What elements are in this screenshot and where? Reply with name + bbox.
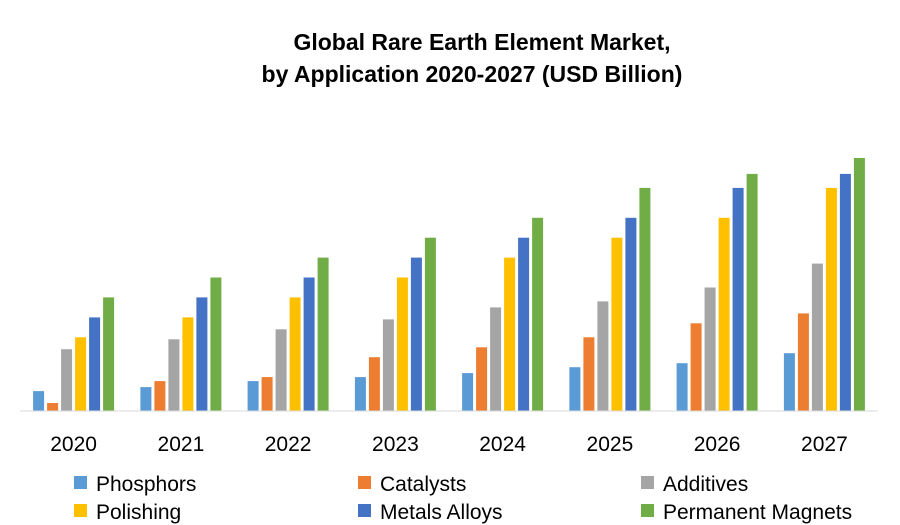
bar-catalysts-2022 <box>261 377 273 411</box>
bar-phosphors-2027 <box>783 353 795 411</box>
bar-phosphors-2022 <box>247 381 259 411</box>
bar-metals-alloys-2022 <box>303 277 315 411</box>
x-tick-label-2023: 2023 <box>372 433 419 456</box>
legend-label: Phosphors <box>96 473 196 496</box>
bar-metals-alloys-2023 <box>410 257 422 411</box>
bar-additives-2026 <box>704 287 716 411</box>
bar-additives-2023 <box>382 319 394 411</box>
bar-phosphors-2024 <box>462 373 474 411</box>
legend-label: Additives <box>663 473 748 496</box>
bar-phosphors-2021 <box>140 387 152 411</box>
legend-swatch <box>358 476 371 489</box>
bar-catalysts-2020 <box>47 403 59 411</box>
bar-catalysts-2025 <box>583 337 595 411</box>
bar-permanent-magnets-2022 <box>317 257 329 411</box>
legend-item-polishing: Polishing <box>74 501 181 524</box>
x-tick-label-2020: 2020 <box>50 433 97 456</box>
bar-permanent-magnets-2020 <box>103 297 115 411</box>
bars-group <box>33 158 865 411</box>
bar-catalysts-2026 <box>690 323 702 411</box>
legend-swatch <box>74 476 87 489</box>
legend-label: Permanent Magnets <box>663 501 852 524</box>
bar-polishing-2025 <box>611 237 623 411</box>
bar-catalysts-2024 <box>476 347 488 411</box>
legend-item-permanent-magnets: Permanent Magnets <box>641 501 852 524</box>
x-tick-label-2025: 2025 <box>587 433 634 456</box>
bar-permanent-magnets-2026 <box>746 173 758 411</box>
bar-permanent-magnets-2021 <box>210 277 222 411</box>
legend-label: Polishing <box>96 501 181 524</box>
x-axis-tick-labels: 2020 2021 2022 2023 2024 2025 2026 2027 <box>50 433 848 456</box>
chart-title: Global Rare Earth Element Market, by App… <box>262 29 683 87</box>
bar-catalysts-2021 <box>154 381 166 411</box>
bar-polishing-2022 <box>289 297 301 411</box>
bar-metals-alloys-2027 <box>839 173 851 411</box>
legend-swatch <box>358 504 371 517</box>
bar-metals-alloys-2021 <box>196 297 208 411</box>
legend-item-catalysts: Catalysts <box>358 473 466 496</box>
bar-polishing-2021 <box>182 317 194 411</box>
bar-additives-2022 <box>275 329 287 411</box>
bar-permanent-magnets-2025 <box>639 187 651 411</box>
x-tick-label-2027: 2027 <box>801 433 848 456</box>
legend-swatch <box>641 476 654 489</box>
bar-additives-2021 <box>168 339 180 411</box>
bar-metals-alloys-2026 <box>732 187 744 411</box>
legend-label: Catalysts <box>380 473 466 496</box>
bar-additives-2025 <box>597 301 609 411</box>
x-tick-label-2026: 2026 <box>694 433 741 456</box>
bar-phosphors-2020 <box>33 391 45 411</box>
bar-permanent-magnets-2024 <box>532 217 544 411</box>
bar-polishing-2023 <box>396 277 408 411</box>
bar-additives-2024 <box>490 307 502 411</box>
legend-label: Metals Alloys <box>380 501 503 524</box>
bar-metals-alloys-2024 <box>518 237 530 411</box>
bar-permanent-magnets-2027 <box>853 158 865 411</box>
x-tick-label-2022: 2022 <box>265 433 312 456</box>
legend-item-metals-alloys: Metals Alloys <box>358 501 503 524</box>
chart-title-line-1: Global Rare Earth Element Market, <box>293 29 670 55</box>
bar-metals-alloys-2020 <box>89 317 101 411</box>
legend: Phosphors Catalysts Additives Polishing Meta… <box>74 473 852 524</box>
bar-polishing-2026 <box>718 217 730 411</box>
bar-phosphors-2023 <box>354 377 366 411</box>
bar-catalysts-2023 <box>368 357 380 411</box>
bar-phosphors-2025 <box>569 367 581 411</box>
legend-item-additives: Additives <box>641 473 748 496</box>
x-tick-label-2024: 2024 <box>479 433 526 456</box>
bar-additives-2020 <box>61 349 73 411</box>
bar-catalysts-2027 <box>797 313 809 411</box>
bar-additives-2027 <box>811 263 823 411</box>
chart-title-line-2: by Application 2020-2027 (USD Billion) <box>262 61 683 87</box>
bar-metals-alloys-2025 <box>625 217 637 411</box>
bar-phosphors-2026 <box>676 363 688 411</box>
x-tick-label-2021: 2021 <box>158 433 205 456</box>
bar-polishing-2027 <box>825 187 837 411</box>
legend-item-phosphors: Phosphors <box>74 473 196 496</box>
legend-swatch <box>641 504 654 517</box>
bar-polishing-2024 <box>504 257 516 411</box>
legend-swatch <box>74 504 87 517</box>
bar-polishing-2020 <box>75 337 87 411</box>
bar-permanent-magnets-2023 <box>424 237 436 411</box>
